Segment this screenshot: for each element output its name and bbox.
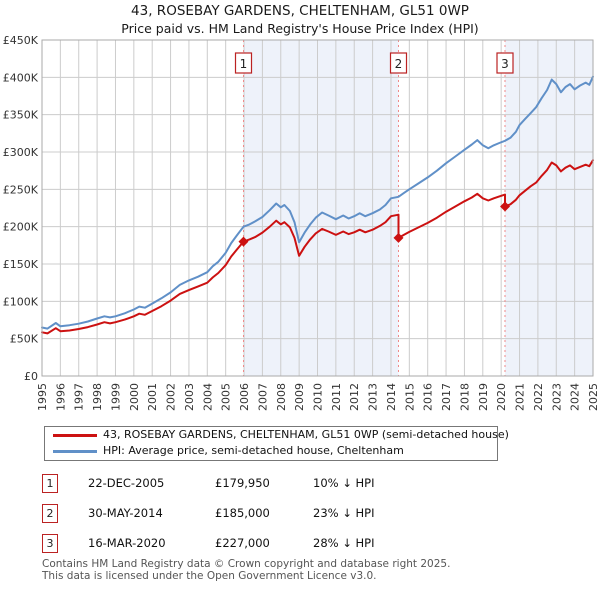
x-axis-tick-label: 2016 [422,383,435,411]
x-axis-tick-label: 2020 [495,383,508,411]
y-axis-tick-label: £100K [3,295,39,308]
sale-number-box-3 [496,52,514,74]
y-axis-tick-label: £350K [3,109,39,122]
x-axis-tick-label: 2004 [201,383,214,411]
transaction-2-price: £185,000 [215,506,270,520]
legend-label-price: 43, ROSEBAY GARDENS, CHELTENHAM, GL51 0W… [103,428,509,441]
x-axis-tick-label: 2007 [256,383,269,411]
legend-swatch-price [53,434,97,437]
transaction-1-date: 22-DEC-2005 [88,476,165,490]
y-axis-tick-label: £400K [3,71,39,84]
x-axis-tick-label: 2009 [293,383,306,411]
legend-item-hpi: HPI: Average price, semi-detached house,… [45,443,497,459]
sale-number-label-2: 2 [395,57,403,71]
footer-copyright: Contains HM Land Registry data © Crown c… [42,558,451,570]
x-axis-tick-label: 2013 [367,383,380,411]
x-axis-tick-label: 2003 [183,383,196,411]
plot-border [41,39,594,377]
footer-licence: This data is licensed under the Open Gov… [42,570,377,582]
transaction-3-date: 16-MAR-2020 [88,536,166,550]
x-axis-tick-label: 1996 [54,383,67,411]
x-axis-tick-label: 2017 [440,383,453,411]
x-axis-tick-label: 1999 [110,383,123,411]
x-axis-tick-label: 1995 [36,383,49,411]
sale-marker-3 [500,201,511,212]
x-axis-tick-label: 2018 [458,383,471,411]
y-axis-tick-label: £300K [3,146,39,159]
legend-swatch-hpi [53,450,97,453]
y-axis-tick-label: £200K [3,221,39,234]
x-axis-tick-label: 2005 [220,383,233,411]
x-axis-tick-label: 2000 [128,383,141,411]
page-subtitle: Price paid vs. HM Land Registry's House … [121,21,479,36]
y-axis-tick-label: £450K [3,34,39,47]
price-history-chart: 1995 1996 1997 1998 1999 2000 2001 2002 2003 2004… [3,34,600,411]
transaction-3-hpi-diff: 28% ↓ HPI [313,536,375,550]
ownership-period-band [243,40,399,376]
hpi-line [41,75,594,330]
x-axis-tick-label: 2024 [569,383,582,411]
transaction-2-marker: 2 [42,504,58,523]
x-axis-tick-label: 2023 [550,383,563,411]
x-axis-tick-label: 2019 [477,383,490,411]
sale-number-label-1: 1 [240,57,248,71]
price-paid-line [41,159,594,335]
y-axis-tick-label: £250K [3,183,39,196]
x-axis-tick-label: 2002 [165,383,178,411]
sale-marker-2 [393,232,404,243]
y-axis-tick-label: £50K [10,333,39,346]
x-axis-tick-label: 2025 [587,383,600,411]
x-axis-tick-label: 1998 [91,383,104,411]
y-axis-tick-label: £0 [24,370,38,383]
x-axis-tick-label: 2014 [385,383,398,411]
x-axis-tick-label: 2006 [238,383,251,411]
transaction-2-hpi-diff: 23% ↓ HPI [313,506,375,520]
transaction-1-hpi-diff: 10% ↓ HPI [313,476,375,490]
x-axis-tick-label: 2001 [146,383,159,411]
legend-label-hpi: HPI: Average price, semi-detached house,… [103,444,404,457]
x-axis-tick-label: 2015 [403,383,416,411]
ownership-period-band [505,40,593,376]
x-axis-tick-label: 2022 [532,383,545,411]
transaction-row-3: 3 16-MAR-2020 £227,000 28% ↓ HPI [0,534,600,554]
legend-item-price-paid: 43, ROSEBAY GARDENS, CHELTENHAM, GL51 0W… [45,427,509,443]
transaction-1-marker: 1 [42,474,58,493]
x-axis-tick-label: 2012 [348,383,361,411]
chart-legend: 43, ROSEBAY GARDENS, CHELTENHAM, GL51 0W… [44,426,509,461]
x-axis-tick-label: 2011 [330,383,343,411]
transaction-row-2: 2 30-MAY-2014 £185,000 23% ↓ HPI [0,504,600,524]
transaction-3-price: £227,000 [215,536,270,550]
x-axis-tick-label: 2021 [514,383,527,411]
sale-number-label-3: 3 [501,57,509,71]
sale-number-box-2 [389,52,408,74]
sale-marker-1 [238,236,249,247]
transaction-row-1: 1 22-DEC-2005 £179,950 10% ↓ HPI [0,474,600,494]
y-axis-tick-label: £150K [3,258,39,271]
x-axis-tick-label: 2010 [312,383,325,411]
page-title: 43, ROSEBAY GARDENS, CHELTENHAM, GL51 0W… [131,3,469,19]
transaction-2-date: 30-MAY-2014 [88,506,163,520]
transaction-1-price: £179,950 [215,476,270,490]
x-axis-tick-label: 1997 [73,383,86,411]
sale-number-box-1 [234,52,253,74]
x-axis-tick-label: 2008 [275,383,288,411]
transaction-3-marker: 3 [42,534,58,553]
